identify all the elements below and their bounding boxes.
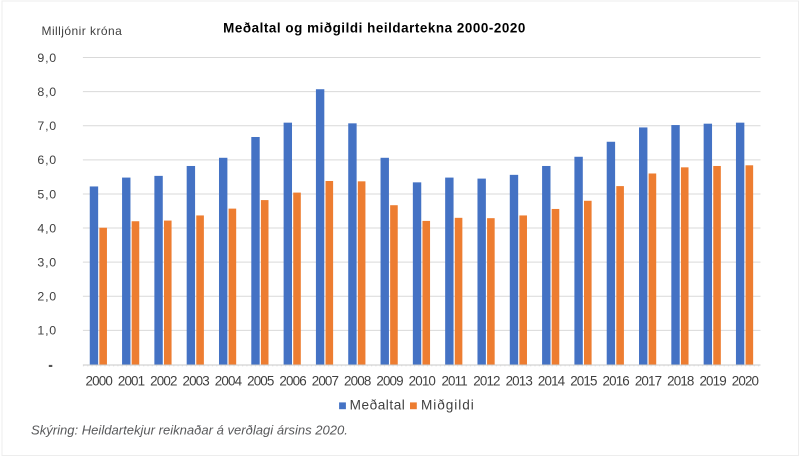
svg-text:2014: 2014 <box>538 373 566 388</box>
svg-text:Skýring: Heildartekjur reiknað: Skýring: Heildartekjur reiknaðar á verðl… <box>31 423 348 438</box>
svg-text:2008: 2008 <box>344 373 371 388</box>
svg-text:2013: 2013 <box>506 373 533 388</box>
svg-text:Meðaltal: Meðaltal <box>350 398 406 413</box>
svg-text:Miðgildi: Miðgildi <box>421 398 475 413</box>
svg-text:8,0: 8,0 <box>37 85 57 99</box>
svg-text:2002: 2002 <box>150 373 177 388</box>
svg-text:Milljónir króna: Milljónir króna <box>42 24 123 38</box>
svg-text:7,0: 7,0 <box>37 119 57 133</box>
svg-text:2010: 2010 <box>409 373 436 388</box>
svg-text:5,0: 5,0 <box>37 187 57 201</box>
svg-text:2009: 2009 <box>376 373 403 388</box>
svg-text:2011: 2011 <box>441 373 467 388</box>
svg-text:6,0: 6,0 <box>37 153 57 167</box>
svg-text:2018: 2018 <box>667 373 694 388</box>
svg-text:9,0: 9,0 <box>37 51 57 65</box>
svg-text:2006: 2006 <box>279 373 306 388</box>
svg-text:2012: 2012 <box>473 373 500 388</box>
svg-text:2004: 2004 <box>215 373 243 388</box>
svg-text:4,0: 4,0 <box>37 221 57 235</box>
svg-text:3,0: 3,0 <box>37 255 57 269</box>
svg-text:Meðaltal og miðgildi heildarte: Meðaltal og miðgildi heildartekna 2000-2… <box>223 20 526 35</box>
svg-text:2020: 2020 <box>732 373 759 388</box>
svg-text:2015: 2015 <box>570 373 597 388</box>
svg-text:2019: 2019 <box>699 373 726 388</box>
svg-text:2007: 2007 <box>312 373 339 388</box>
svg-text:2003: 2003 <box>182 373 209 388</box>
svg-text:2016: 2016 <box>603 373 630 388</box>
svg-text:2005: 2005 <box>247 373 274 388</box>
svg-text:2000: 2000 <box>86 373 113 388</box>
svg-text:2001: 2001 <box>118 373 145 388</box>
svg-text:1,0: 1,0 <box>37 324 57 338</box>
svg-text:2,0: 2,0 <box>37 290 57 304</box>
svg-text:2017: 2017 <box>635 373 662 388</box>
